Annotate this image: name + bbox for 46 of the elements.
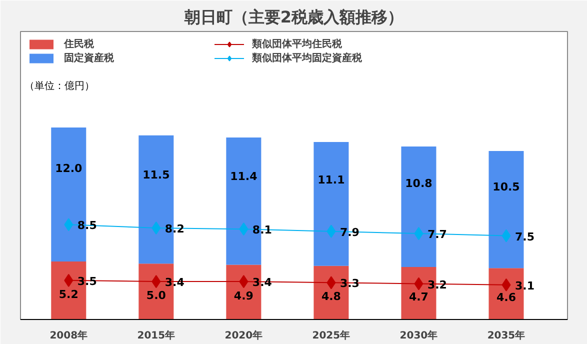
data-label: 5.2 xyxy=(58,288,78,301)
data-label: 7.7 xyxy=(427,228,447,242)
data-label: 4.9 xyxy=(234,289,254,302)
text: 朝日町（主要2税歳入額推移） xyxy=(183,8,404,26)
point xyxy=(152,275,161,288)
point xyxy=(414,227,424,240)
point xyxy=(326,276,336,290)
x-tick-label: 2035年 xyxy=(487,330,526,342)
data-label: 12.0 xyxy=(55,162,83,176)
data-label: 4.8 xyxy=(321,290,341,303)
point xyxy=(152,221,161,234)
data-label: 10.5 xyxy=(492,180,520,194)
legend-label: 類似団体平均固定資産税 xyxy=(252,51,363,65)
legend-label: 固定資産税 xyxy=(64,51,115,65)
data-label: 4.6 xyxy=(496,290,516,304)
point xyxy=(239,275,248,288)
data-label: 3.4 xyxy=(252,276,272,290)
point xyxy=(64,274,74,287)
data-label: 8.1 xyxy=(252,224,272,237)
legend-label: 類似団体平均住民税 xyxy=(252,38,343,51)
data-label: 3.2 xyxy=(427,278,447,292)
data-label: 5.0 xyxy=(146,288,166,302)
data-label: 7.9 xyxy=(340,226,360,239)
data-label: 11.1 xyxy=(318,174,345,187)
point xyxy=(502,229,511,242)
x-tick-label: 2015年 xyxy=(137,330,176,342)
x-tick-label: 2025年 xyxy=(312,330,350,342)
x-tick-label: 2020年 xyxy=(224,330,263,342)
data-label: 11.4 xyxy=(230,170,258,184)
annotation: （単位：億円） xyxy=(24,80,94,92)
point xyxy=(326,224,336,238)
point xyxy=(239,222,248,236)
data-label: 8.2 xyxy=(164,222,184,236)
point xyxy=(502,278,511,292)
data-label: 3.3 xyxy=(340,277,360,290)
data-label: 11.5 xyxy=(142,168,170,182)
data-label: 4.7 xyxy=(408,290,428,304)
point xyxy=(414,277,424,290)
data-label: 8.5 xyxy=(77,219,97,232)
data-label: 10.8 xyxy=(405,177,432,190)
data-label: 3.5 xyxy=(77,274,97,288)
legend-label: 住民税 xyxy=(64,38,95,51)
point xyxy=(64,218,74,232)
x-tick-label: 2008年 xyxy=(50,330,88,342)
x-tick-label: 2030年 xyxy=(400,330,438,342)
data-label: 3.4 xyxy=(164,276,185,290)
